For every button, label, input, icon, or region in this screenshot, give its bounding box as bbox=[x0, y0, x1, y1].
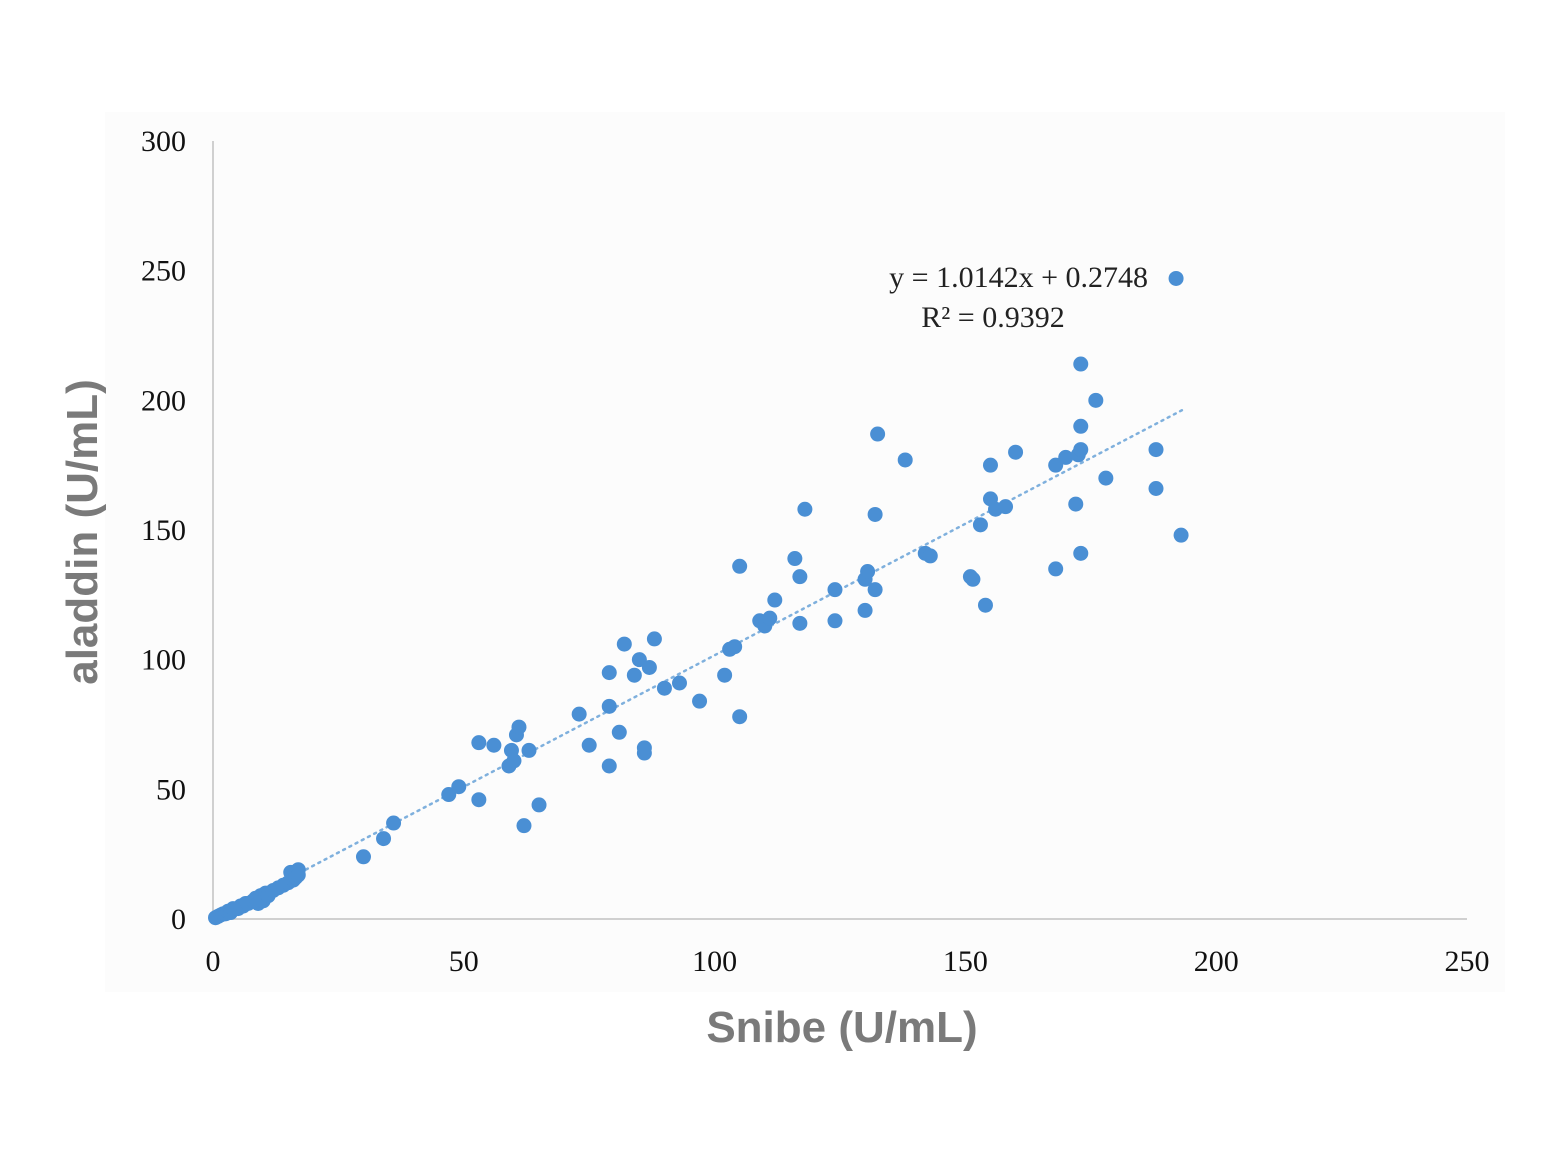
data-point bbox=[1073, 418, 1089, 434]
data-point bbox=[511, 719, 527, 735]
y-tick-label: 150 bbox=[141, 514, 186, 547]
data-point bbox=[471, 735, 487, 751]
y-tick-labels: 0 50 100 150 200 250 300 bbox=[141, 125, 186, 936]
data-point bbox=[1048, 561, 1064, 577]
data-point bbox=[451, 779, 467, 795]
data-points bbox=[208, 270, 1189, 926]
data-point bbox=[717, 667, 733, 683]
data-point bbox=[601, 665, 617, 681]
y-tick-label: 100 bbox=[141, 644, 186, 677]
x-tick-label: 250 bbox=[1445, 945, 1490, 978]
data-point bbox=[787, 551, 803, 567]
data-point bbox=[1068, 496, 1084, 512]
data-point bbox=[486, 737, 502, 753]
data-point bbox=[797, 501, 813, 517]
data-point bbox=[601, 698, 617, 714]
data-point bbox=[671, 675, 687, 691]
trendline-layer bbox=[211, 406, 1188, 920]
data-point bbox=[521, 742, 537, 758]
data-point bbox=[616, 636, 632, 652]
data-point bbox=[636, 740, 652, 756]
data-point bbox=[827, 582, 843, 598]
data-point bbox=[471, 792, 487, 808]
data-point bbox=[646, 631, 662, 647]
data-point bbox=[998, 499, 1014, 515]
data-point bbox=[290, 867, 306, 883]
data-point bbox=[922, 548, 938, 564]
data-point bbox=[1148, 481, 1164, 497]
data-point bbox=[732, 558, 748, 574]
data-point bbox=[1088, 392, 1104, 408]
data-point bbox=[792, 569, 808, 585]
x-tick-label: 200 bbox=[1194, 945, 1239, 978]
data-point bbox=[857, 602, 873, 618]
data-point bbox=[965, 571, 981, 587]
data-point bbox=[641, 659, 657, 675]
data-point bbox=[1073, 442, 1089, 458]
data-point bbox=[767, 592, 783, 608]
trendline-r-squared: R² = 0.9392 bbox=[921, 301, 1064, 334]
data-point bbox=[972, 517, 988, 533]
data-point bbox=[601, 758, 617, 774]
data-point bbox=[792, 615, 808, 631]
y-axis-title: aladdin (U/mL) bbox=[58, 379, 107, 685]
data-point bbox=[860, 563, 876, 579]
data-point bbox=[1073, 356, 1089, 372]
data-point bbox=[870, 426, 886, 442]
x-axis-title: Snibe (U/mL) bbox=[706, 1003, 977, 1052]
y-tick-label: 250 bbox=[141, 255, 186, 288]
trendline-equation: y = 1.0142x + 0.2748 bbox=[889, 261, 1148, 294]
data-point bbox=[516, 818, 532, 834]
x-tick-labels: 0 50 100 150 200 250 bbox=[206, 945, 1490, 978]
x-tick-label: 100 bbox=[692, 945, 737, 978]
x-tick-label: 0 bbox=[206, 945, 221, 978]
data-point bbox=[656, 680, 672, 696]
data-point bbox=[977, 597, 993, 613]
data-point bbox=[732, 709, 748, 725]
data-point bbox=[376, 831, 392, 847]
y-tick-label: 0 bbox=[171, 903, 186, 936]
data-point bbox=[1173, 527, 1189, 543]
data-point bbox=[386, 815, 402, 831]
axes bbox=[212, 141, 1467, 920]
data-point bbox=[506, 753, 522, 769]
data-point bbox=[1073, 545, 1089, 561]
data-point bbox=[727, 639, 743, 655]
plot-background bbox=[105, 112, 1505, 992]
x-tick-label: 150 bbox=[943, 945, 988, 978]
data-point bbox=[611, 724, 627, 740]
data-point bbox=[982, 457, 998, 473]
data-point bbox=[1098, 470, 1114, 486]
y-tick-label: 300 bbox=[141, 125, 186, 158]
data-point bbox=[571, 706, 587, 722]
data-point bbox=[1148, 442, 1164, 458]
data-point bbox=[1058, 449, 1074, 465]
data-point bbox=[867, 506, 883, 522]
data-point bbox=[626, 667, 642, 683]
y-tick-label: 50 bbox=[156, 773, 186, 806]
data-point bbox=[581, 737, 597, 753]
data-point bbox=[762, 610, 778, 626]
data-point bbox=[827, 613, 843, 629]
data-point bbox=[355, 849, 371, 865]
x-tick-label: 50 bbox=[449, 945, 479, 978]
data-point bbox=[1168, 270, 1184, 286]
data-point bbox=[531, 797, 547, 813]
data-point bbox=[1008, 444, 1024, 460]
trendline bbox=[211, 406, 1188, 920]
y-tick-label: 200 bbox=[141, 384, 186, 417]
data-point bbox=[867, 582, 883, 598]
data-point bbox=[692, 693, 708, 709]
data-point bbox=[897, 452, 913, 468]
